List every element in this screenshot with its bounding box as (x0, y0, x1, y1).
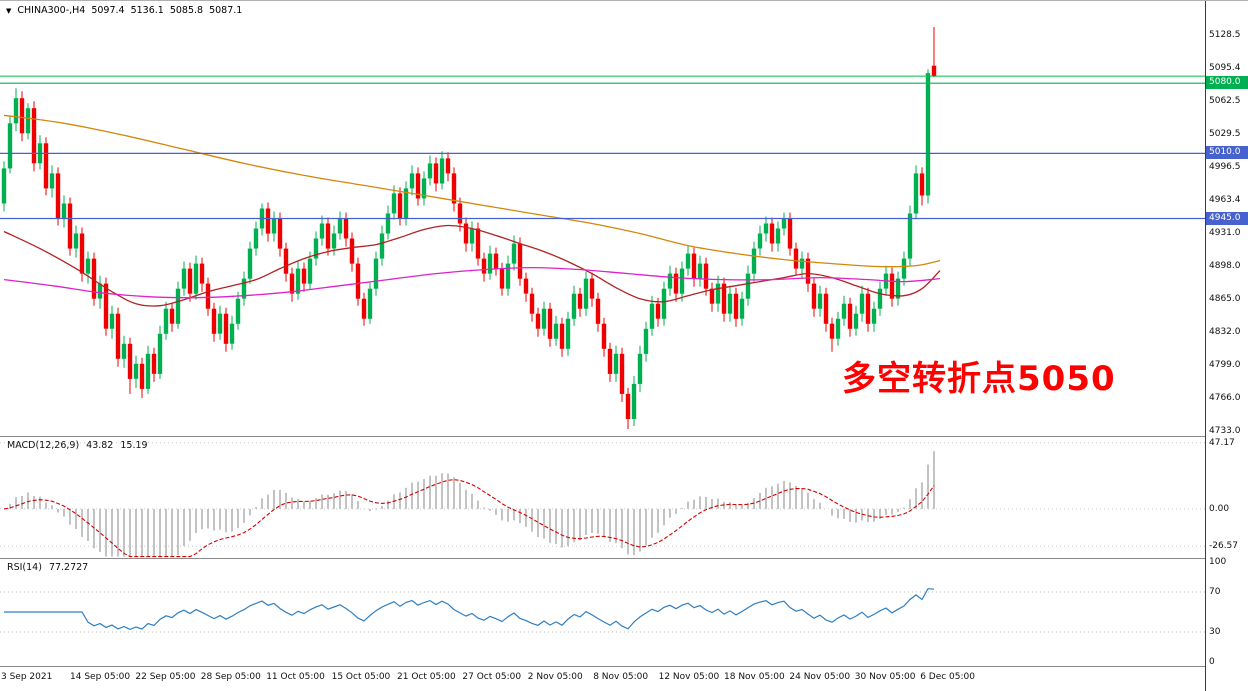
macd-tick-label: 47.17 (1209, 437, 1235, 448)
symbol-name: CHINA300-,H4 (17, 5, 86, 16)
time-axis-label: 24 Nov 05:00 (789, 672, 851, 682)
pane-separator[interactable] (0, 558, 1248, 559)
time-axis-label: 3 Sep 2021 (1, 672, 53, 682)
time-axis-label: 6 Dec 05:00 (920, 672, 975, 682)
rsi-pane[interactable] (0, 558, 1205, 666)
time-axis-label: 11 Oct 05:00 (266, 672, 325, 682)
price-chart-pane[interactable] (0, 1, 1205, 436)
rsi-tick-label: 100 (1209, 557, 1227, 567)
ma-long-line (3, 114, 941, 268)
price-tick-label: 4898.0 (1209, 260, 1241, 271)
macd-signal-value: 15.19 (120, 440, 148, 451)
rsi-value: 77.2727 (48, 562, 89, 573)
quote-close: 5087.1 (209, 5, 243, 16)
time-axis-label: 22 Sep 05:00 (135, 672, 196, 682)
pane-separator[interactable] (0, 436, 1248, 437)
rsi-tick-label: 0 (1209, 657, 1215, 667)
time-axis-label: 28 Sep 05:00 (200, 672, 261, 682)
time-axis-label: 8 Nov 05:00 (593, 672, 649, 682)
time-axis-label: 12 Nov 05:00 (658, 672, 720, 682)
price-tick-label: 4996.5 (1209, 161, 1241, 172)
quote-open: 5097.4 (91, 5, 125, 16)
price-tick-label: 4963.4 (1209, 195, 1241, 206)
macd-title: MACD(12,26,9) 43.82 15.19 (7, 440, 148, 451)
time-axis-label: 27 Oct 05:00 (462, 672, 522, 682)
macd-pane[interactable] (0, 436, 1205, 558)
time-axis[interactable]: 3 Sep 2021 14 Sep 05:00 22 Sep 05:00 28 Sep… (0, 667, 1205, 691)
rsi-tick-label: 30 (1209, 627, 1221, 637)
macd-main-value: 43.82 (86, 440, 114, 451)
price-level-badge: 4945.0 (1206, 211, 1248, 225)
price-level-badge: 5010.0 (1206, 146, 1248, 160)
quote-high: 5136.1 (130, 5, 164, 16)
price-tick-label: 4832.0 (1209, 326, 1241, 337)
rsi-title: RSI(14) 77.2727 (7, 562, 88, 573)
ma-short-line (3, 266, 941, 299)
quote-low: 5085.8 (169, 5, 204, 16)
price-tick-label: 4766.0 (1209, 392, 1241, 403)
annotation-text: 多空转折点5050 (842, 359, 1116, 399)
price-tick-label: 4799.0 (1209, 359, 1241, 370)
macd-tick-label: 0.00 (1209, 503, 1230, 514)
rsi-line (4, 588, 935, 631)
pane-separator (0, 666, 1248, 667)
price-tick-label: 5095.4 (1209, 62, 1241, 73)
macd-tick-label: -26.57 (1209, 541, 1239, 552)
time-axis-label: 14 Sep 05:00 (70, 672, 131, 682)
dropdown-triangle-icon: ▼ (6, 7, 12, 15)
symbol-info: ▼ CHINA300-,H4 5097.4 5136.1 5085.8 5087… (6, 5, 242, 17)
price-tick-label: 4865.0 (1209, 293, 1241, 304)
macd-histogram (9, 451, 935, 557)
price-tick-label: 5062.5 (1209, 95, 1241, 106)
time-axis-label: 18 Nov 05:00 (724, 672, 785, 682)
macd-signal-line (3, 479, 935, 558)
rsi-tick-label: 70 (1209, 587, 1221, 597)
price-level-badge: 5080.0 (1206, 76, 1248, 90)
price-axis[interactable]: 5128.5 5095.4 5062.5 5029.5 4996.5 4963.4 4931… (1205, 1, 1248, 691)
macd-label: MACD(12,26,9) (7, 440, 80, 451)
price-tick-label: 5128.5 (1209, 29, 1241, 40)
price-tick-label: 5029.5 (1209, 128, 1241, 139)
time-axis-label: 15 Oct 05:00 (331, 672, 391, 682)
time-axis-label: 30 Nov 05:00 (854, 672, 916, 682)
time-axis-label: 21 Oct 05:00 (397, 672, 456, 682)
rsi-label: RSI(14) (7, 562, 42, 573)
time-axis-label: 2 Nov 05:00 (527, 672, 583, 682)
price-tick-label: 4931.0 (1209, 227, 1241, 238)
price-tick-label: 4733.0 (1209, 425, 1241, 436)
